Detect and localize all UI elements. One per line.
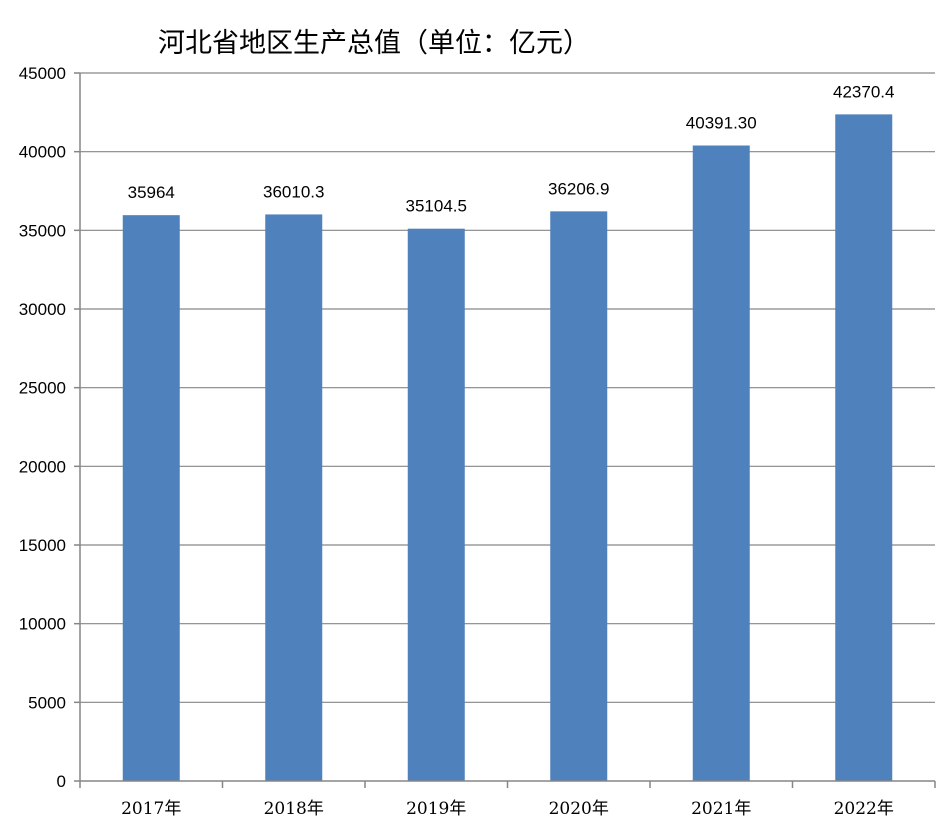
x-tick-label: 2021年 <box>691 799 751 819</box>
y-tick-label: 40000 <box>19 143 66 162</box>
y-tick-label: 10000 <box>19 615 66 634</box>
y-tick-label: 0 <box>57 772 66 791</box>
x-tick-label: 2017年 <box>121 799 181 819</box>
gridlines <box>80 72 935 703</box>
bar <box>835 114 893 781</box>
bar <box>122 215 180 782</box>
y-tick-label: 5000 <box>28 693 66 712</box>
x-tick-label: 2022年 <box>834 799 894 819</box>
y-tick-label: 25000 <box>19 379 66 398</box>
x-tick-label: 2019年 <box>406 799 466 819</box>
y-tick-label: 15000 <box>19 536 66 555</box>
bar <box>265 214 323 782</box>
y-tick-label: 20000 <box>19 457 66 476</box>
bar <box>692 145 750 782</box>
bar <box>407 228 465 781</box>
x-tick-labels: 2017年 2018年 2019年 2020年 2021年 2022年 <box>121 799 894 819</box>
data-label: 42370.4 <box>833 82 894 101</box>
data-label: 36010.3 <box>263 182 324 201</box>
y-tick-label: 30000 <box>19 300 66 319</box>
y-tick-label: 35000 <box>19 221 66 240</box>
y-tick-labels: 0 5000 10000 15000 20000 25000 30000 35000 40000… <box>19 64 66 791</box>
y-tick-label: 45000 <box>19 64 66 83</box>
axes <box>74 72 936 788</box>
data-label: 35104.5 <box>406 197 467 216</box>
chart-title: 河北省地区生产总值（单位：亿元） <box>158 28 590 59</box>
bar <box>550 211 608 781</box>
data-label: 35964 <box>128 183 175 202</box>
data-label: 40391.30 <box>686 114 757 133</box>
x-tick-label: 2020年 <box>549 799 609 819</box>
x-tick-label: 2018年 <box>264 799 324 819</box>
bars <box>122 114 893 782</box>
data-labels: 35964 36010.3 35104.5 36206.9 40391.30 42370.… <box>128 82 895 215</box>
data-label: 36206.9 <box>548 179 609 198</box>
